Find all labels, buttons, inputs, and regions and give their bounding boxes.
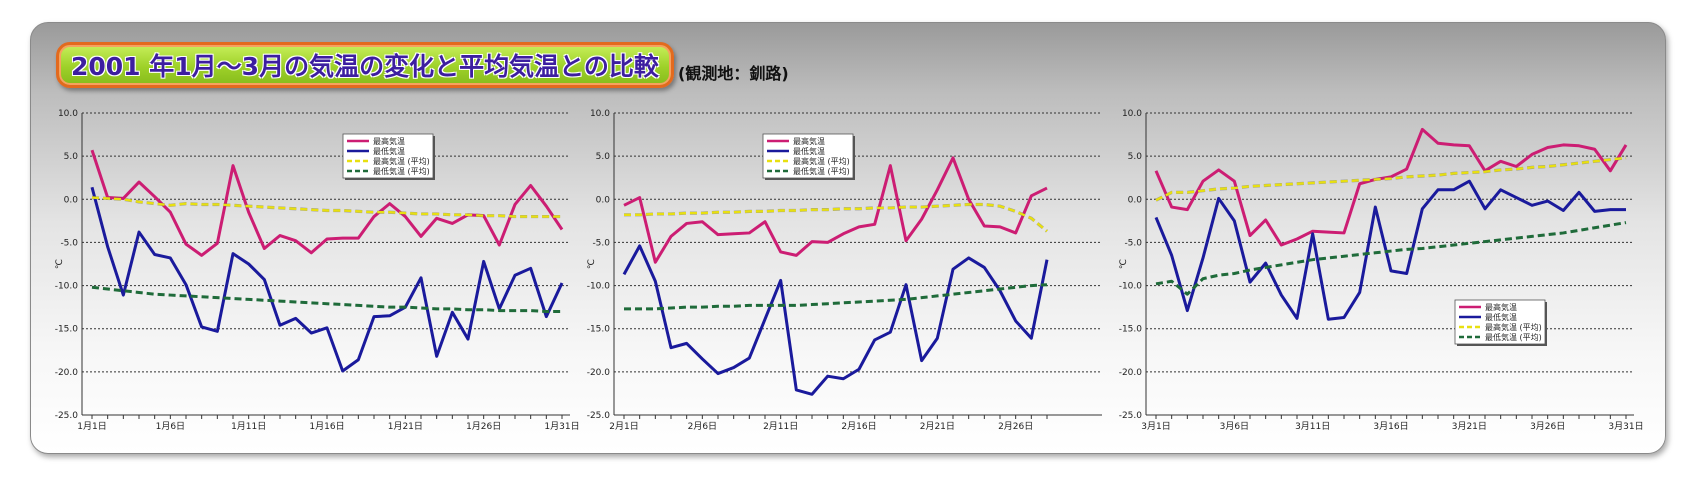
max-temp-line bbox=[623, 156, 1048, 264]
x-tick-label: 1月6日 bbox=[156, 421, 185, 432]
legend-label: 最低気温 (平均) bbox=[373, 166, 430, 176]
y-tick-label: -10.0 bbox=[55, 282, 79, 292]
x-tick-label: 3月26日 bbox=[1530, 421, 1565, 432]
y-tick-label: -20.0 bbox=[1119, 368, 1143, 378]
y-tick-label: -10.0 bbox=[587, 282, 611, 292]
y-axis-label: ℃ bbox=[587, 259, 597, 269]
legend-label: 最高気温 bbox=[793, 136, 825, 146]
chart-january: 10.0 5.0 0.0 -5.0 -10.0 -15.0 -20.0 -25.0 ℃ 1月1日 1… bbox=[55, 109, 580, 432]
y-tick-label: 0.0 bbox=[596, 195, 611, 205]
x-tick-label: 3月11日 bbox=[1295, 421, 1330, 432]
y-axis-label: ℃ bbox=[55, 259, 65, 269]
x-tick-label: 1月21日 bbox=[388, 421, 423, 432]
legend-label: 最高気温 (平均) bbox=[1485, 322, 1542, 332]
y-tick-label: -15.0 bbox=[55, 325, 79, 335]
y-tick-label: -25.0 bbox=[1119, 411, 1143, 421]
y-tick-label: 5.0 bbox=[1128, 152, 1143, 162]
y-tick-label: -20.0 bbox=[587, 368, 611, 378]
x-tick-label: 2月26日 bbox=[998, 421, 1033, 432]
min-temp-line bbox=[622, 244, 1049, 396]
legend-label: 最低気温 (平均) bbox=[793, 166, 850, 176]
x-tick-label: 3月16日 bbox=[1373, 421, 1408, 432]
y-tick-label: -25.0 bbox=[55, 411, 79, 421]
x-tick-label: 3月1日 bbox=[1141, 421, 1170, 432]
y-tick-label: 0.0 bbox=[64, 195, 79, 205]
x-tick-label: 1月11日 bbox=[231, 421, 266, 432]
min-temp-line bbox=[90, 186, 564, 373]
y-tick-label: -5.0 bbox=[1124, 238, 1142, 248]
x-tick-label: 2月1日 bbox=[609, 421, 638, 432]
chart-march: 10.0 5.0 0.0 -5.0 -10.0 -15.0 -20.0 -25.0 ℃ 3月1日 3… bbox=[1119, 109, 1644, 432]
legend-label: 最低気温 (平均) bbox=[1485, 332, 1542, 342]
y-tick-label: 5.0 bbox=[64, 152, 79, 162]
y-axis-label: ℃ bbox=[1119, 259, 1129, 269]
min-temp-line bbox=[1154, 179, 1626, 321]
y-tick-label: -20.0 bbox=[55, 368, 79, 378]
x-tick-label: 2月6日 bbox=[688, 421, 717, 432]
x-tick-label: 2月21日 bbox=[920, 421, 955, 432]
legend-label: 最高気温 bbox=[373, 136, 405, 146]
station-subtitle: (観測地：釧路) bbox=[678, 64, 789, 83]
legend-label: 最高気温 bbox=[1485, 302, 1517, 312]
x-tick-label: 1月1日 bbox=[77, 421, 106, 432]
y-tick-label: 5.0 bbox=[596, 152, 611, 162]
y-tick-label: -10.0 bbox=[1119, 282, 1143, 292]
chart-panel bbox=[30, 22, 1666, 454]
x-tick-label: 3月6日 bbox=[1220, 421, 1249, 432]
y-tick-label: 0.0 bbox=[1128, 195, 1143, 205]
x-tick-label: 2月11日 bbox=[763, 421, 798, 432]
min-temp-average-line bbox=[91, 285, 562, 313]
min-temp-average-line bbox=[624, 283, 1048, 311]
y-tick-label: -25.0 bbox=[587, 411, 611, 421]
y-tick-label: 10.0 bbox=[58, 109, 78, 119]
min-temp-average-line bbox=[1155, 221, 1627, 296]
max-temp-average-line bbox=[624, 203, 1048, 233]
chart-february: 10.0 5.0 0.0 -5.0 -10.0 -15.0 -20.0 -25.0 ℃ 2月1日 2… bbox=[587, 109, 1102, 432]
y-tick-label: -5.0 bbox=[592, 238, 610, 248]
y-tick-label: -15.0 bbox=[1119, 325, 1143, 335]
x-tick-label: 1月31日 bbox=[544, 421, 579, 432]
max-temp-line bbox=[90, 149, 564, 257]
title-badge: 2001 年1月～3月の気温の変化と平均気温との比較 bbox=[56, 42, 674, 88]
legend-label: 最低気温 bbox=[793, 146, 825, 156]
legend-label: 最低気温 bbox=[1485, 312, 1517, 322]
x-tick-label: 1月16日 bbox=[309, 421, 344, 432]
page-title: 2001 年1月～3月の気温の変化と平均気温との比較 bbox=[71, 52, 659, 81]
max-temp-line bbox=[1154, 127, 1628, 247]
max-temp-average-line bbox=[91, 196, 562, 218]
max-temp-average-line bbox=[1155, 156, 1627, 202]
legend-label: 最高気温 (平均) bbox=[793, 156, 850, 166]
max-temp-average-shadow bbox=[91, 195, 562, 219]
x-tick-label: 3月21日 bbox=[1452, 421, 1487, 432]
y-tick-label: 10.0 bbox=[590, 109, 610, 119]
y-tick-label: -5.0 bbox=[60, 238, 78, 248]
legend-label: 最低気温 bbox=[373, 146, 405, 156]
legend-label: 最高気温 (平均) bbox=[373, 156, 430, 166]
y-tick-label: 10.0 bbox=[1122, 109, 1142, 119]
x-tick-label: 1月26日 bbox=[466, 421, 501, 432]
x-tick-label: 3月31日 bbox=[1608, 421, 1643, 432]
x-tick-label: 2月16日 bbox=[841, 421, 876, 432]
y-tick-label: -15.0 bbox=[587, 325, 611, 335]
